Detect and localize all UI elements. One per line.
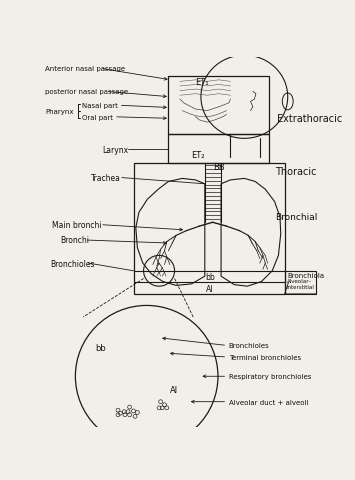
Text: Pharynx: Pharynx xyxy=(45,108,73,114)
Text: ET₂: ET₂ xyxy=(192,151,205,160)
Text: Al: Al xyxy=(206,284,213,293)
Text: bb: bb xyxy=(95,344,105,352)
Text: ET₁: ET₁ xyxy=(196,78,209,87)
Circle shape xyxy=(75,306,218,447)
Text: Anterior nasal passage: Anterior nasal passage xyxy=(45,66,125,72)
Text: Bronchi: Bronchi xyxy=(60,236,89,245)
Text: Respiratory bronchioles: Respiratory bronchioles xyxy=(229,373,311,380)
Text: Alveolar duct + alveoli: Alveolar duct + alveoli xyxy=(229,399,308,405)
Text: Bronchial: Bronchial xyxy=(275,213,318,222)
Text: Terminal bronchioles: Terminal bronchioles xyxy=(229,354,301,360)
Text: Main bronchi: Main bronchi xyxy=(52,221,102,229)
Text: bb: bb xyxy=(206,273,215,282)
Text: Extrathoracic: Extrathoracic xyxy=(277,114,342,124)
Text: Alveolar–
interstitial: Alveolar– interstitial xyxy=(287,279,315,289)
Text: Larynx: Larynx xyxy=(103,145,129,154)
Ellipse shape xyxy=(201,56,288,139)
Text: posterior nasal passage: posterior nasal passage xyxy=(45,89,128,95)
Text: Bronchioles: Bronchioles xyxy=(229,343,269,349)
Text: Trachea: Trachea xyxy=(91,174,121,183)
Text: Bronchiola: Bronchiola xyxy=(287,272,324,278)
Text: Nasal part: Nasal part xyxy=(82,103,118,109)
Text: BB: BB xyxy=(213,163,225,172)
Text: Al: Al xyxy=(170,385,178,394)
Text: Thoracic: Thoracic xyxy=(275,167,317,176)
Text: Bronchioles: Bronchioles xyxy=(50,259,95,268)
Text: Oral part: Oral part xyxy=(82,115,113,120)
